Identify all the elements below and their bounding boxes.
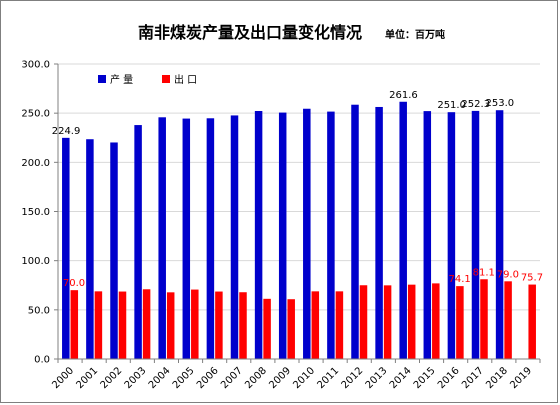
bar-production (134, 125, 142, 359)
bar-production (278, 112, 287, 360)
bar-production (62, 137, 70, 359)
bar-export (528, 284, 536, 359)
bar-export (70, 290, 79, 359)
bar-export (191, 289, 199, 359)
bar-export (359, 285, 368, 359)
data-label-export: 70.0 (63, 278, 85, 289)
bar-production (375, 106, 383, 359)
y-tick-label: 0.0 (34, 355, 50, 366)
y-tick-label: 100.0 (21, 256, 50, 267)
y-tick-label: 200.0 (21, 158, 50, 169)
bar-export (335, 291, 344, 359)
y-tick-label: 50.0 (28, 305, 50, 316)
y-tick-label: 150.0 (21, 207, 50, 218)
bar-production (158, 117, 166, 360)
data-label-production: 252.3 (461, 99, 490, 110)
bar-export (166, 292, 175, 359)
bar-export (407, 284, 416, 359)
bar-production (182, 118, 191, 359)
bar-production (423, 111, 432, 359)
legend-swatch-production (98, 75, 106, 83)
bar-export (142, 289, 151, 359)
bars-layer (62, 101, 536, 360)
bar-export (456, 286, 464, 359)
bar-production (495, 110, 504, 359)
bar-production (351, 104, 359, 360)
data-label-production: 251.0 (437, 100, 466, 111)
bar-export (118, 291, 127, 359)
legend-label-production: 产 量 (110, 73, 133, 86)
bar-production (254, 111, 263, 360)
data-label-export: 79.0 (497, 269, 519, 280)
legend: 产 量 出 口 (98, 73, 197, 86)
bar-export (287, 299, 295, 359)
bar-export (383, 285, 392, 359)
y-tick-label: 250.0 (21, 109, 50, 120)
data-label-export: 75.7 (521, 273, 543, 284)
data-label-production: 261.6 (389, 90, 418, 101)
bar-export (432, 283, 440, 359)
legend-label-export: 出 口 (174, 73, 197, 86)
bar-production (206, 118, 215, 359)
bar-production (303, 108, 311, 359)
data-label-production: 253.0 (486, 98, 515, 109)
bar-production (471, 110, 480, 359)
bar-export (480, 279, 488, 359)
y-tick-label: 300.0 (21, 60, 50, 71)
bar-export (263, 298, 271, 359)
bar-export (504, 281, 512, 359)
bar-production (86, 139, 94, 359)
legend-swatch-export (162, 75, 170, 83)
bar-export (311, 291, 320, 359)
unit-note: 单位：百万吨 (385, 28, 445, 41)
bar-production (447, 112, 456, 359)
bar-production (327, 111, 335, 360)
chart-title: 南非煤炭产量及出口量变化情况 (138, 23, 362, 42)
bar-production (230, 115, 239, 359)
bar-export (239, 292, 247, 359)
bar-production (399, 101, 407, 359)
bar-export (94, 291, 103, 359)
data-label-production: 224.9 (52, 126, 81, 137)
bar-production (110, 142, 118, 359)
bar-export (215, 291, 223, 359)
data-label-export: 81.1 (473, 267, 495, 278)
data-label-export: 74.1 (449, 274, 471, 285)
